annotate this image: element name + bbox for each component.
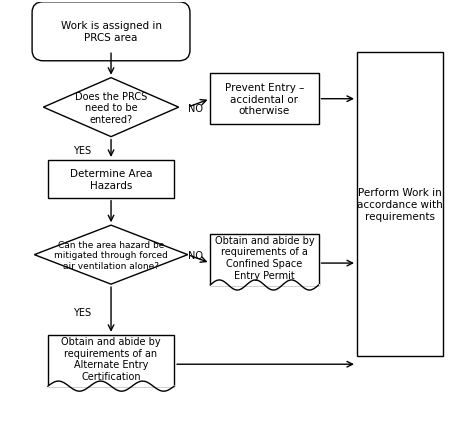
Bar	[210, 234, 319, 285]
Text: NO: NO	[188, 251, 203, 261]
Bar	[48, 335, 174, 386]
Text: Obtain and abide by
requirements of an
Alternate Entry
Certification: Obtain and abide by requirements of an A…	[61, 336, 161, 381]
Text: Perform Work in
accordance with
requirements: Perform Work in accordance with requirem…	[357, 188, 442, 221]
Text: Work is assigned in
PRCS area: Work is assigned in PRCS area	[60, 21, 161, 43]
Text: Can the area hazard be
mitigated through forced
air ventilation alone?: Can the area hazard be mitigated through…	[54, 240, 168, 270]
Text: Prevent Entry –
accidental or
otherwise: Prevent Entry – accidental or otherwise	[225, 83, 304, 116]
Bar	[357, 53, 442, 356]
Text: YES: YES	[73, 146, 91, 156]
Polygon shape	[34, 226, 188, 285]
Text: Determine Area
Hazards: Determine Area Hazards	[70, 169, 152, 190]
Polygon shape	[43, 78, 179, 137]
Text: Does the PRCS
need to be
entered?: Does the PRCS need to be entered?	[75, 91, 147, 124]
Bar	[210, 74, 319, 125]
Text: Obtain and abide by
requirements of a
Confined Space
Entry Permit: Obtain and abide by requirements of a Co…	[215, 235, 314, 280]
Text: YES: YES	[73, 307, 91, 317]
Bar	[48, 161, 174, 198]
FancyBboxPatch shape	[32, 3, 190, 62]
Text: NO: NO	[188, 104, 203, 114]
